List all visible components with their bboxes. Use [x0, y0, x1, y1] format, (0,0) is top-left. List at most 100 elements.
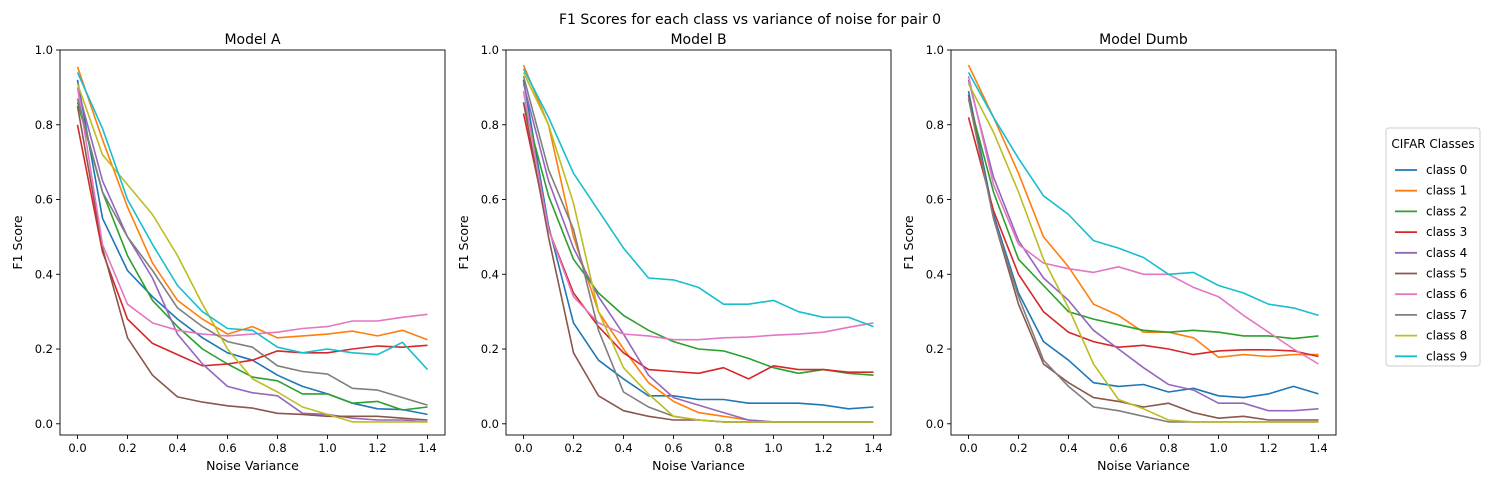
- x-axis-label: Noise Variance: [652, 458, 745, 473]
- axes-frame: [950, 49, 1337, 436]
- chart-panel-1: Model A 0.0 0.2 0.4 0.6 0.8 1.0 1.2 1.4 0.0 0.2 0.4…: [10, 32, 446, 473]
- series-line-class-6: [967, 76, 1319, 365]
- panel-title: Model B: [670, 32, 726, 48]
- series-line-class-4: [522, 83, 874, 423]
- x-tick-label: 0.8: [1159, 441, 1177, 455]
- series-line-class-0: [967, 90, 1319, 399]
- series-line-class-9: [76, 72, 429, 371]
- y-tick-label: 0.8: [926, 118, 944, 132]
- x-tick-label: 0.6: [1109, 441, 1127, 455]
- y-tick-label: 0.2: [481, 342, 499, 356]
- y-tick-label: 0.8: [481, 118, 499, 132]
- y-axis-label: F1 Score: [901, 215, 916, 269]
- series-line-class-8: [522, 72, 874, 423]
- legend-entry-label: class 8: [1426, 329, 1467, 343]
- axes-frame: [505, 49, 892, 436]
- y-tick-label: 0.6: [926, 193, 944, 207]
- y-tick-label: 0.0: [481, 417, 499, 431]
- legend-entry-label: class 9: [1426, 349, 1467, 363]
- series-line-class-1: [967, 64, 1319, 359]
- chart-panel-2: Model B 0.0 0.2 0.4 0.6 0.8 1.0 1.2 1.4 0.0 0.2 0.4…: [456, 32, 892, 473]
- axes-frame: [59, 49, 446, 436]
- y-tick-label: 1.0: [926, 43, 944, 57]
- y-axis-label: F1 Score: [10, 215, 25, 269]
- y-tick-label: 0.2: [35, 342, 53, 356]
- x-tick-label: 1.4: [418, 441, 436, 455]
- y-tick-label: 1.0: [35, 43, 53, 57]
- series-line-class-2: [76, 102, 428, 411]
- x-tick-label: 1.0: [764, 441, 782, 455]
- series-line-class-9: [522, 68, 874, 328]
- y-tick-label: 0.8: [35, 118, 53, 132]
- series-line-class-5: [967, 94, 1319, 421]
- series-line-class-7: [967, 98, 1319, 423]
- series-line-class-5: [76, 105, 428, 421]
- y-tick-label: 0.0: [35, 417, 53, 431]
- x-tick-label: 0.0: [514, 441, 532, 455]
- legend-entry-label: class 5: [1426, 267, 1467, 281]
- x-tick-label: 0.4: [614, 441, 632, 455]
- panel-title: Model A: [224, 32, 280, 48]
- y-axis-label: F1 Score: [456, 215, 471, 269]
- series-line-class-2: [522, 102, 874, 376]
- x-axis-label: Noise Variance: [206, 458, 299, 473]
- y-tick-label: 1.0: [481, 43, 499, 57]
- x-tick-label: 0.4: [1059, 441, 1077, 455]
- y-tick-label: 0.2: [926, 342, 944, 356]
- chart-panel-3: Model Dumb 0.0 0.2 0.4 0.6 0.8 1.0 1.2 1.4 0.0 0.2…: [901, 32, 1337, 473]
- series-line-class-2: [967, 98, 1319, 340]
- x-tick-label: 0.0: [959, 441, 977, 455]
- x-tick-label: 0.2: [564, 441, 582, 455]
- x-tick-label: 0.6: [218, 441, 236, 455]
- series-line-class-6: [76, 87, 428, 337]
- x-tick-label: 0.6: [664, 441, 682, 455]
- y-tick-label: 0.0: [926, 417, 944, 431]
- y-tick-label: 0.6: [35, 193, 53, 207]
- panel-title: Model Dumb: [1099, 32, 1188, 48]
- legend-title: CIFAR Classes: [1391, 137, 1474, 151]
- x-tick-label: 1.4: [864, 441, 882, 455]
- y-tick-label: 0.4: [481, 267, 499, 281]
- series-line-class-1: [522, 64, 874, 423]
- series-line-class-3: [76, 124, 428, 367]
- x-tick-label: 1.2: [814, 441, 832, 455]
- series-line-class-4: [967, 79, 1319, 412]
- legend-entry-label: class 3: [1426, 225, 1467, 239]
- series-line-class-8: [967, 83, 1319, 423]
- x-tick-label: 0.0: [68, 441, 86, 455]
- series-line-class-3: [967, 117, 1319, 358]
- legend-entry-label: class 4: [1426, 246, 1467, 260]
- legend-entry-label: class 6: [1426, 287, 1467, 301]
- x-tick-label: 1.2: [1259, 441, 1277, 455]
- x-tick-label: 1.4: [1309, 441, 1327, 455]
- x-tick-label: 0.8: [714, 441, 732, 455]
- y-tick-label: 0.4: [35, 267, 53, 281]
- figure-title: F1 Scores for each class vs variance of …: [559, 12, 941, 28]
- x-tick-label: 1.2: [368, 441, 386, 455]
- legend-frame: [1385, 127, 1481, 367]
- series-line-class-6: [522, 90, 874, 341]
- x-axis-label: Noise Variance: [1097, 458, 1190, 473]
- x-tick-label: 1.0: [1209, 441, 1227, 455]
- series-line-class-7: [76, 98, 428, 406]
- legend: CIFAR Classes class 0 class 1 class 2 class …: [1385, 127, 1481, 367]
- x-tick-label: 0.8: [268, 441, 286, 455]
- x-tick-label: 1.0: [318, 441, 336, 455]
- series-line-class-9: [967, 72, 1319, 317]
- series-line-class-0: [76, 79, 428, 416]
- series-line-class-8: [76, 83, 428, 423]
- legend-entry-label: class 7: [1426, 308, 1467, 322]
- legend-entry-label: class 0: [1426, 163, 1467, 177]
- legend-entry-label: class 1: [1426, 184, 1467, 198]
- y-tick-label: 0.4: [926, 267, 944, 281]
- x-tick-label: 0.4: [168, 441, 186, 455]
- x-tick-label: 0.2: [1009, 441, 1027, 455]
- series-line-class-4: [76, 87, 428, 423]
- series-line-class-1: [76, 66, 428, 341]
- y-tick-label: 0.6: [481, 193, 499, 207]
- series-line-class-3: [522, 113, 874, 380]
- legend-entry-label: class 2: [1426, 204, 1467, 218]
- x-tick-label: 0.2: [118, 441, 136, 455]
- series-line-class-0: [522, 79, 874, 410]
